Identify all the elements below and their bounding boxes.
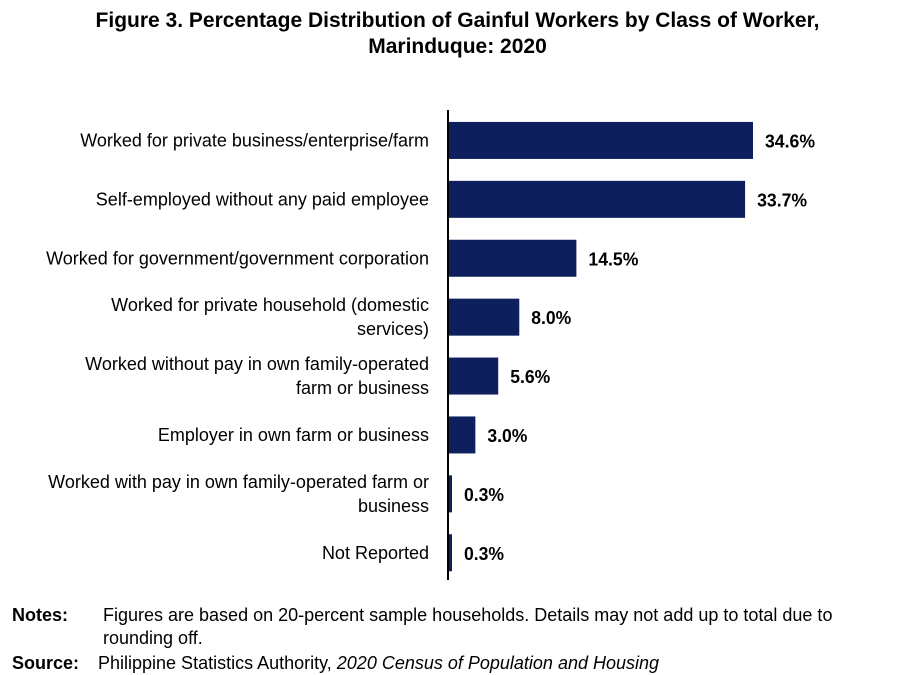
bar-7 xyxy=(449,475,452,513)
source-agency: Philippine Statistics Authority, xyxy=(98,653,337,673)
bar-value-label-7: 0.3% xyxy=(464,485,504,505)
bar-value-label-4: 8.0% xyxy=(531,308,571,328)
source-row: Source: Philippine Statistics Authority,… xyxy=(12,652,863,675)
category-label-5-line-2: farm or business xyxy=(296,378,429,398)
bar-3 xyxy=(449,239,577,277)
bar-value-label-8: 0.3% xyxy=(464,544,504,564)
bar-value-label-1: 34.6% xyxy=(765,131,815,151)
bar-value-label-5: 5.6% xyxy=(510,367,550,387)
notes-block: Notes: Figures are based on 20-percent s… xyxy=(12,604,863,675)
bar-5 xyxy=(449,357,499,395)
bar-2 xyxy=(449,180,746,218)
source-text: Philippine Statistics Authority, 2020 Ce… xyxy=(98,652,659,675)
bars-group: 34.6% Worked for private business/enterpr… xyxy=(46,121,815,572)
chart-title: Figure 3. Percentage Distribution of Gai… xyxy=(0,8,915,60)
bar-8 xyxy=(449,534,452,572)
category-label-3: Worked for government/government corpora… xyxy=(46,248,429,268)
bar-6 xyxy=(449,416,476,454)
category-label-4-line-1: Worked for private household (domestic xyxy=(111,295,429,315)
bar-value-label-3: 14.5% xyxy=(588,249,638,269)
notes-row: Notes: Figures are based on 20-percent s… xyxy=(12,604,863,650)
source-publication: 2020 Census of Population and Housing xyxy=(336,653,660,673)
bar-4 xyxy=(449,298,520,336)
source-label: Source: xyxy=(12,653,80,673)
category-label-5-line-1: Worked without pay in own family-operate… xyxy=(85,354,429,374)
bar-1 xyxy=(449,121,753,159)
notes-text: Figures are based on 20-percent sample h… xyxy=(103,605,833,648)
category-label-8: Not Reported xyxy=(322,543,429,563)
bar-chart: 34.6% Worked for private business/enterpr… xyxy=(46,110,815,580)
category-label-7-line-1: Worked with pay in own family-operated f… xyxy=(48,472,429,492)
category-label-1: Worked for private business/enterprise/f… xyxy=(80,130,429,150)
category-label-6: Employer in own farm or business xyxy=(158,425,429,445)
chart-title-line-2: Marinduque: 2020 xyxy=(368,35,547,58)
category-label-2: Self-employed without any paid employee xyxy=(96,189,429,209)
notes-label: Notes: xyxy=(12,605,69,625)
bar-value-label-2: 33.7% xyxy=(757,190,807,210)
chart-title-line-1: Figure 3. Percentage Distribution of Gai… xyxy=(95,9,820,32)
category-label-4-line-2: services) xyxy=(357,319,429,339)
category-label-7-line-2: business xyxy=(358,496,429,516)
bar-value-label-6: 3.0% xyxy=(487,426,527,446)
